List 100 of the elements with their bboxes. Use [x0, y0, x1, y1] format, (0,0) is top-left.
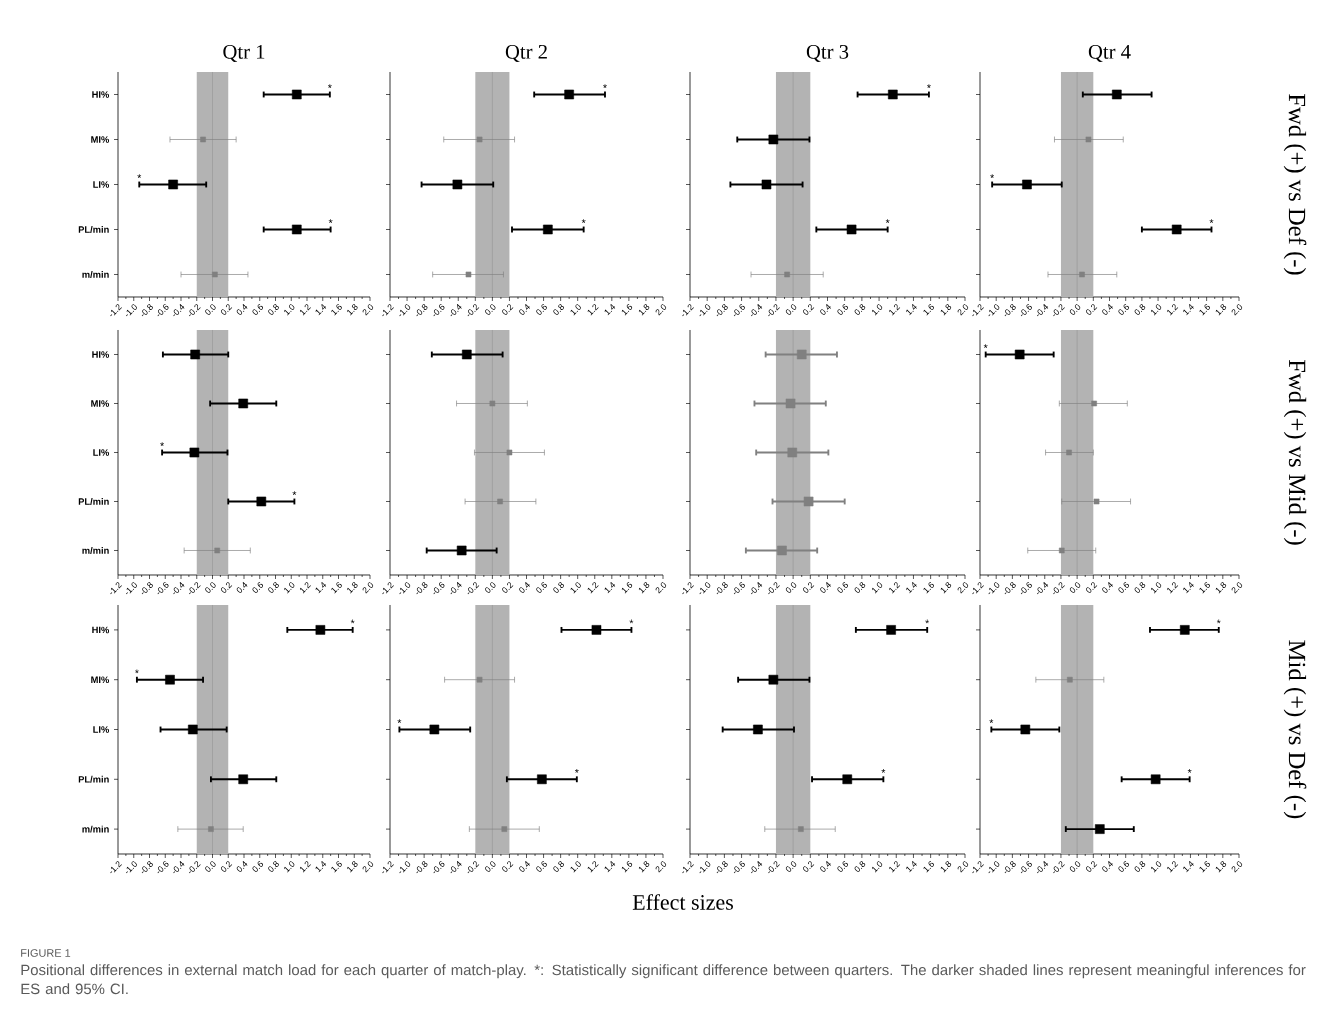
x-tick-label: 0.2 — [1086, 304, 1098, 315]
x-tick-label: -0.2 — [189, 304, 201, 317]
x-tick-label: 0.2 — [220, 582, 233, 593]
x-tick-label: 1.6 — [331, 861, 342, 873]
x-tick-label: 0.2 — [502, 582, 514, 593]
annotation: * — [327, 84, 332, 88]
x-tick-label: 1.0 — [284, 304, 295, 316]
x-tick-label: -0.2 — [1053, 582, 1065, 595]
y-tick-label: HI% — [92, 626, 110, 634]
x-tick-label: 1.0 — [1151, 861, 1162, 873]
x-tick-label: 0.0 — [485, 861, 496, 872]
x-tick-label: 1.8 — [347, 582, 358, 594]
x-tick-label: 1.8 — [1215, 582, 1227, 594]
x-tick-label: 0.8 — [1134, 861, 1146, 872]
x-tick-label: -1.0 — [399, 861, 411, 874]
x-tick-label: -0.4 — [1037, 304, 1049, 317]
x-tick-label: 0.8 — [553, 582, 564, 593]
y-tick-label: LI% — [93, 726, 110, 733]
x-tick-label: -1.2 — [110, 861, 122, 874]
x-tick-label: -0.2 — [467, 582, 480, 595]
y-tick-label: PL/min — [78, 775, 109, 783]
x-tick-label: -1.0 — [988, 861, 1000, 874]
x-tick-label: 0.6 — [1118, 582, 1129, 593]
annotation: * — [989, 719, 994, 723]
x-tick-label: 0.4 — [1102, 304, 1113, 315]
x-tick-label: 1.8 — [940, 861, 952, 873]
x-tick-label: 2.0 — [362, 304, 374, 316]
x-tick-label: 0.6 — [1118, 861, 1129, 872]
y2-axis-title: Fwd (+) vs Def (-) — [1283, 93, 1307, 275]
x-tick-label: -0.8 — [416, 304, 428, 317]
x-tick-label: 1.0 — [284, 861, 295, 873]
x-tick-label: 2.0 — [655, 582, 667, 594]
x-tick-label: 1.8 — [1215, 861, 1227, 873]
x-tick-label: 0.6 — [1118, 304, 1129, 315]
x-tick-label: 0.0 — [205, 304, 216, 315]
x-tick-label: 1.6 — [923, 582, 934, 594]
x-tick-label: -0.6 — [433, 582, 445, 595]
x-tick-label: 2.0 — [1231, 304, 1243, 316]
x-tick-label: -0.8 — [1004, 861, 1016, 874]
x-tick-label: 0.2 — [1086, 582, 1098, 593]
x-tick-label: 1.4 — [315, 304, 327, 316]
x-tick-label: 2.0 — [1231, 582, 1243, 594]
x-tick-label: 0.2 — [803, 861, 815, 872]
x-tick-label: 1.2 — [587, 861, 599, 873]
x-tick-label: -0.2 — [467, 861, 480, 874]
x-tick-label: 0.6 — [252, 304, 264, 315]
x-tick-label: -0.2 — [467, 304, 480, 317]
annotation: * — [881, 769, 886, 773]
x-tick-label: 1.4 — [315, 582, 327, 594]
x-tick-label: -0.8 — [1004, 582, 1016, 595]
x-tick-label: -0.4 — [173, 304, 185, 317]
x-tick-label: 1.0 — [570, 304, 581, 316]
x-tick-label: -1.0 — [126, 861, 137, 874]
y-tick-label: HI% — [92, 91, 110, 98]
x-tick-label: 1.6 — [923, 304, 934, 316]
x-tick-label: 0.2 — [502, 861, 514, 872]
x-tick-label: -1.0 — [399, 582, 411, 595]
x-tick-label: -0.8 — [1004, 304, 1016, 317]
x-tick-label: 0.6 — [252, 861, 264, 872]
x-tick-label: -1.0 — [399, 304, 411, 317]
annotation: * — [629, 619, 634, 624]
x-tick-label: 1.0 — [570, 582, 581, 594]
x-tick-label: 0.0 — [1069, 582, 1081, 593]
x-tick-label: -1.0 — [988, 582, 1000, 595]
x-tick-label: -1.0 — [988, 304, 1000, 317]
x-tick-label: 1.8 — [940, 304, 952, 316]
x-tick-label: -0.4 — [751, 304, 763, 317]
x-tick-label: 1.0 — [1151, 304, 1162, 316]
text: Positional differences in external match load for each quarter of match-play. *: Statistically significant difference between quarters. The darker shaded lines represent meaningful inferences for ES and 95% CI. — [21, 964, 1306, 995]
x-tick-label: -1.0 — [126, 304, 137, 317]
y-tick-label: m/min — [82, 271, 109, 278]
x-tick-label: -0.6 — [1020, 304, 1032, 317]
x-tick-label: 1.8 — [638, 582, 650, 594]
x-tick-label: -1.0 — [126, 582, 137, 595]
x-tick-label: -1.2 — [382, 304, 394, 317]
x-tick-label: 1.6 — [1199, 582, 1210, 594]
x-tick-label: -0.8 — [141, 582, 153, 595]
x-tick-label: -0.2 — [189, 582, 201, 595]
x-tick-label: -0.2 — [768, 582, 780, 595]
x-tick-label: -1.2 — [682, 304, 694, 317]
y-tick-label: MI% — [91, 136, 110, 143]
y2-axis-title: Fwd (+) vs Mid (-) — [1283, 359, 1307, 545]
annotation: * — [328, 219, 333, 223]
x-tick-label: 0.4 — [236, 304, 248, 315]
x-tick-label: 1.2 — [587, 304, 599, 316]
x-tick-label: 1.8 — [940, 582, 952, 594]
y2-axis-title: Mid (+) vs Def (-) — [1283, 640, 1307, 819]
annotation: * — [134, 669, 139, 674]
x-tick-label: -1.2 — [382, 861, 394, 874]
chart-title: Qtr 3 — [806, 44, 849, 62]
annotation: * — [397, 719, 402, 723]
x-tick-label: -0.8 — [716, 582, 728, 595]
x-tick-label: -0.6 — [157, 582, 169, 595]
x-tick-label: 1.4 — [315, 861, 327, 873]
x-tick-label: -0.4 — [450, 304, 462, 317]
x-tick-label: -0.8 — [416, 582, 428, 595]
x-tick-label: 1.4 — [604, 582, 616, 594]
x-tick-label: 2.0 — [362, 861, 374, 873]
x-tick-label: -0.8 — [141, 304, 153, 317]
annotation: * — [990, 174, 995, 178]
